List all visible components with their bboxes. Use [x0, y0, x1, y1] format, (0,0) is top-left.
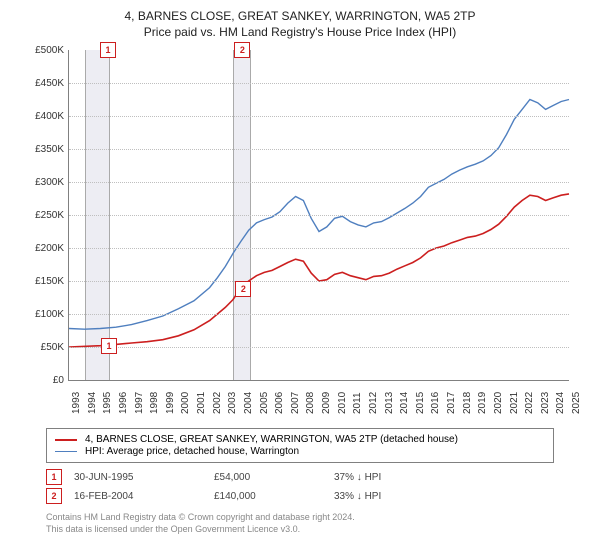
- x-axis-label: 1998: [149, 392, 160, 414]
- sale-date: 16-FEB-2004: [74, 491, 214, 502]
- legend-row: HPI: Average price, detached house, Warr…: [55, 446, 545, 457]
- legend-swatch: [55, 451, 77, 452]
- legend-swatch: [55, 439, 77, 441]
- footnote-line-2: This data is licensed under the Open Gov…: [46, 524, 554, 536]
- gridline: [69, 149, 569, 150]
- x-axis-label: 1995: [102, 392, 113, 414]
- x-axis-label: 2025: [571, 392, 582, 414]
- x-axis-label: 2003: [227, 392, 238, 414]
- sale-date: 30-JUN-1995: [74, 472, 214, 483]
- x-axis-label: 2024: [555, 392, 566, 414]
- y-axis-label: £350K: [20, 144, 64, 155]
- legend-label: HPI: Average price, detached house, Warr…: [85, 446, 299, 457]
- y-axis-label: £100K: [20, 309, 64, 320]
- gridline: [69, 116, 569, 117]
- sale-delta: 33% ↓ HPI: [334, 491, 381, 502]
- chart-title-block: 4, BARNES CLOSE, GREAT SANKEY, WARRINGTO…: [10, 8, 590, 40]
- sales-table: 1 30-JUN-1995£54,00037% ↓ HPI 2 16-FEB-2004…: [46, 469, 554, 504]
- y-axis-label: £150K: [20, 276, 64, 287]
- x-axis-label: 2002: [212, 392, 223, 414]
- x-axis-label: 1996: [118, 392, 129, 414]
- x-axis-label: 2001: [196, 392, 207, 414]
- x-axis-label: 2018: [462, 392, 473, 414]
- x-axis-label: 2007: [290, 392, 301, 414]
- gridline: [69, 281, 569, 282]
- sale-row: 2 16-FEB-2004£140,00033% ↓ HPI: [46, 488, 554, 504]
- y-axis-label: £400K: [20, 111, 64, 122]
- x-axis-label: 2008: [305, 392, 316, 414]
- x-axis-label: 2023: [540, 392, 551, 414]
- x-axis-label: 1993: [71, 392, 82, 414]
- sale-marker-icon: 1: [46, 469, 62, 485]
- sale-marker-1: 1: [101, 338, 117, 354]
- gridline: [69, 182, 569, 183]
- gridline: [69, 215, 569, 216]
- y-axis-label: £500K: [20, 45, 64, 56]
- legend-row: 4, BARNES CLOSE, GREAT SANKEY, WARRINGTO…: [55, 434, 545, 445]
- plot-region: 12: [68, 50, 569, 381]
- x-axis-label: 2005: [259, 392, 270, 414]
- gridline: [69, 248, 569, 249]
- title-line-1: 4, BARNES CLOSE, GREAT SANKEY, WARRINGTO…: [10, 8, 590, 24]
- y-axis-label: £250K: [20, 210, 64, 221]
- x-axis-label: 2015: [415, 392, 426, 414]
- legend-box: 4, BARNES CLOSE, GREAT SANKEY, WARRINGTO…: [46, 428, 554, 463]
- x-axis-label: 2017: [446, 392, 457, 414]
- y-axis-label: £0: [20, 375, 64, 386]
- sale-row: 1 30-JUN-1995£54,00037% ↓ HPI: [46, 469, 554, 485]
- chart-area: 12 £0£50K£100K£150K£200K£250K£300K£350K£…: [20, 44, 580, 424]
- x-axis-label: 2016: [430, 392, 441, 414]
- sale-marker-top-2: 2: [234, 42, 250, 58]
- x-axis-label: 2004: [243, 392, 254, 414]
- x-axis-label: 2010: [337, 392, 348, 414]
- sale-marker-icon: 2: [46, 488, 62, 504]
- x-axis-label: 2022: [524, 392, 535, 414]
- footnote: Contains HM Land Registry data © Crown c…: [46, 512, 554, 535]
- x-axis-label: 2009: [321, 392, 332, 414]
- x-axis-label: 1999: [165, 392, 176, 414]
- sale-marker-2: 2: [235, 281, 251, 297]
- x-axis-label: 2011: [352, 393, 363, 415]
- title-line-2: Price paid vs. HM Land Registry's House …: [10, 24, 590, 40]
- x-axis-label: 2019: [477, 392, 488, 414]
- x-axis-label: 2020: [493, 392, 504, 414]
- y-axis-label: £450K: [20, 78, 64, 89]
- series-property: [69, 194, 569, 347]
- y-axis-label: £200K: [20, 243, 64, 254]
- x-axis-label: 2021: [509, 392, 520, 414]
- y-axis-label: £50K: [20, 342, 64, 353]
- x-axis-label: 1997: [134, 392, 145, 414]
- sale-marker-top-1: 1: [100, 42, 116, 58]
- gridline: [69, 347, 569, 348]
- y-axis-label: £300K: [20, 177, 64, 188]
- x-axis-label: 1994: [87, 392, 98, 414]
- sale-delta: 37% ↓ HPI: [334, 472, 381, 483]
- sale-price: £140,000: [214, 491, 334, 502]
- sale-price: £54,000: [214, 472, 334, 483]
- gridline: [69, 314, 569, 315]
- x-axis-label: 2013: [384, 392, 395, 414]
- x-axis-label: 2000: [180, 392, 191, 414]
- x-axis-label: 2014: [399, 392, 410, 414]
- x-axis-label: 2012: [368, 392, 379, 414]
- x-axis-label: 2006: [274, 392, 285, 414]
- gridline: [69, 83, 569, 84]
- legend-label: 4, BARNES CLOSE, GREAT SANKEY, WARRINGTO…: [85, 434, 458, 445]
- footnote-line-1: Contains HM Land Registry data © Crown c…: [46, 512, 554, 524]
